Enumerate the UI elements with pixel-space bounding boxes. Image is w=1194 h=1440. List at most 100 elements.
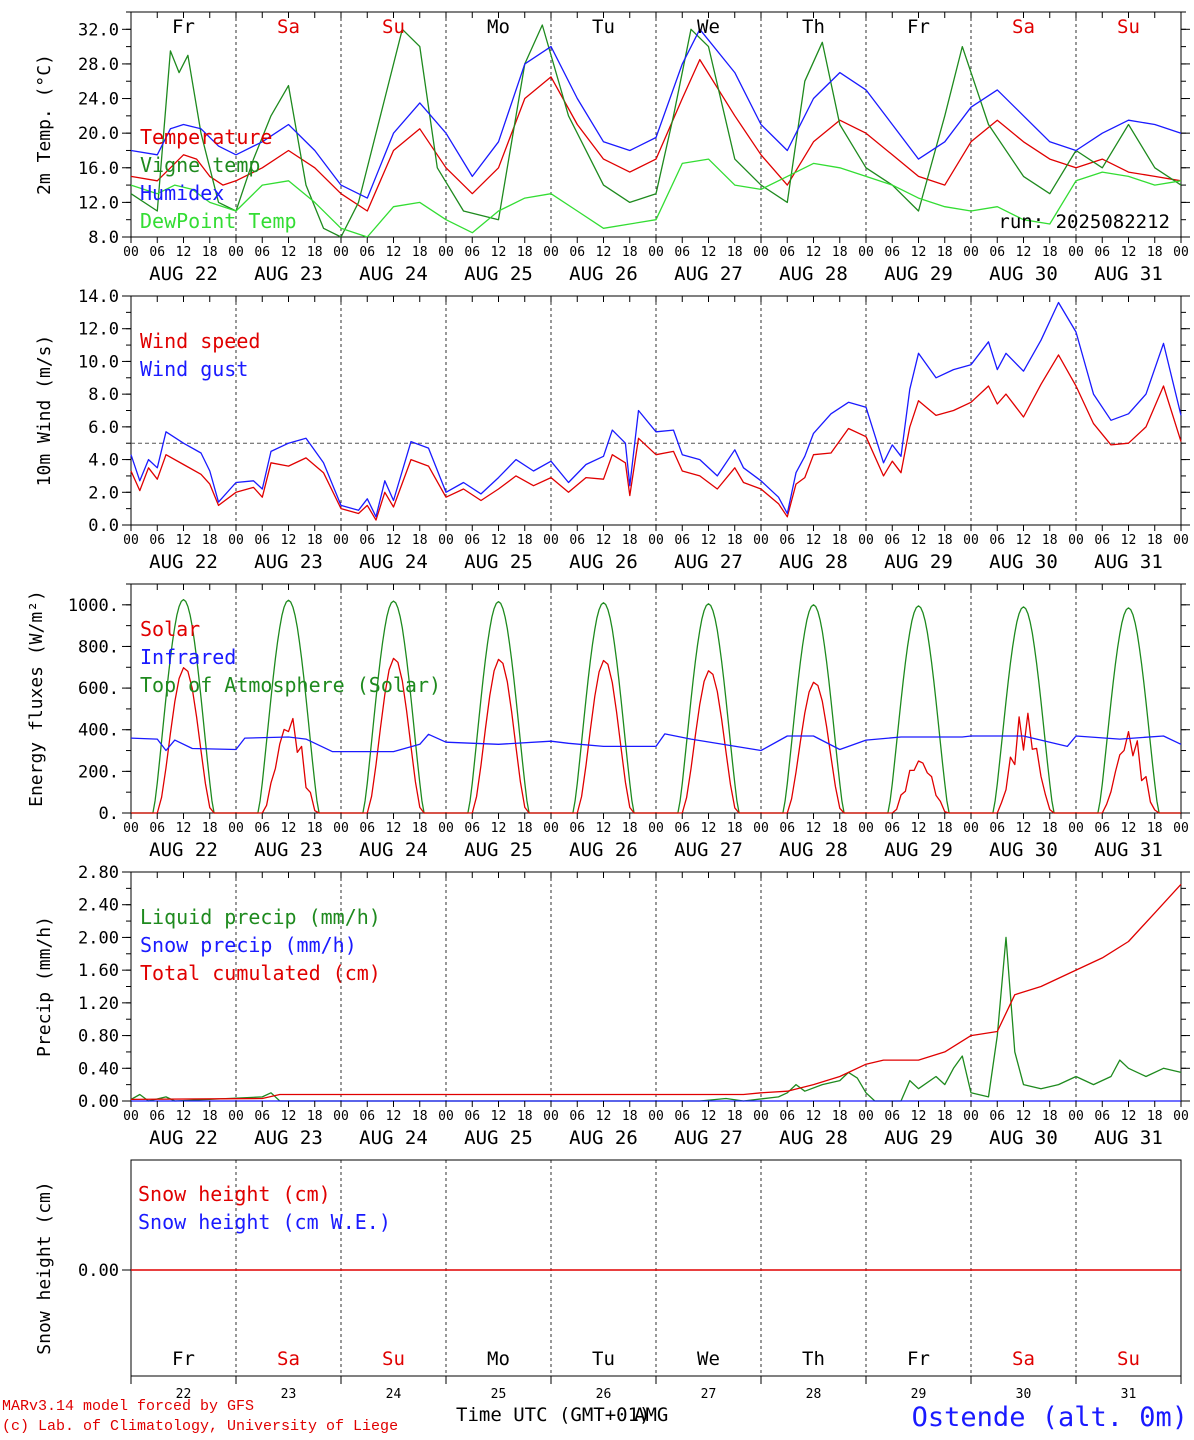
series-solar (971, 712, 1076, 814)
hour-tick-label: 18 (202, 533, 218, 548)
hour-tick-label: 00 (858, 1109, 874, 1124)
hour-tick-label: 18 (1042, 821, 1058, 836)
series-wind-speed (130, 354, 1182, 521)
hour-tick-label: 00 (1173, 821, 1189, 836)
date-label: AUG 26 (569, 839, 638, 861)
weekday-label: Fr (907, 16, 930, 38)
day-number-label: 29 (911, 1387, 927, 1402)
hour-tick-label: 00 (963, 821, 979, 836)
hour-tick-label: 12 (806, 1109, 822, 1124)
legend-entry: Solar (140, 617, 200, 641)
hour-tick-label: 00 (753, 245, 769, 260)
hour-tick-label: 18 (412, 1109, 428, 1124)
hour-tick-label: 06 (149, 245, 165, 260)
hour-tick-label: 18 (1147, 245, 1163, 260)
date-label: AUG 28 (779, 263, 848, 285)
date-label: AUG 27 (674, 839, 743, 861)
hour-tick-label: 18 (937, 245, 953, 260)
weekday-label: Tu (592, 16, 615, 38)
hour-tick-label: 18 (1042, 533, 1058, 548)
hour-tick-label: 18 (1147, 1109, 1163, 1124)
y-tick-label: 2.80 (78, 863, 119, 883)
y-tick-label: 0. (99, 804, 119, 824)
hour-tick-label: 06 (464, 1109, 480, 1124)
date-label: AUG 26 (569, 263, 638, 285)
date-label: AUG 30 (989, 263, 1058, 285)
hour-tick-label: 00 (123, 245, 139, 260)
hour-tick-label: 12 (806, 245, 822, 260)
hour-tick-label: 12 (386, 1109, 402, 1124)
hour-tick-label: 18 (517, 533, 533, 548)
date-label: AUG 23 (254, 1127, 323, 1149)
hour-tick-label: 00 (648, 1109, 664, 1124)
y-tick-label: 12.0 (78, 193, 119, 213)
date-label: AUG 27 (674, 263, 743, 285)
hour-tick-label: 06 (1094, 1109, 1110, 1124)
legend-entry: Liquid precip (mm/h) (140, 905, 381, 929)
series-infrared (130, 733, 1182, 753)
series-top-of-atmosphere-solar (656, 603, 761, 814)
series-solar (131, 667, 236, 814)
hour-tick-label: 12 (281, 821, 297, 836)
date-label: AUG 24 (359, 551, 428, 573)
hour-tick-label: 06 (1094, 245, 1110, 260)
y-tick-label: 32.0 (78, 20, 119, 40)
hour-tick-label: 00 (1068, 533, 1084, 548)
weekday-label: Fr (907, 1348, 930, 1370)
series-top-of-atmosphere-solar (551, 602, 656, 814)
series-solar (1076, 730, 1181, 814)
y-tick-label: 0.00 (78, 1261, 119, 1281)
date-label: AUG 23 (254, 263, 323, 285)
hour-tick-label: 06 (779, 821, 795, 836)
y-tick-label: 0.40 (78, 1059, 119, 1079)
time-axis-overlay: AMG (634, 1404, 669, 1426)
weekday-label: Tu (592, 1348, 615, 1370)
hour-tick-label: 18 (202, 1109, 218, 1124)
hour-tick-label: 18 (937, 821, 953, 836)
series-solar (446, 658, 551, 814)
hour-tick-label: 06 (1094, 821, 1110, 836)
y-axis-label: Snow height (cm) (34, 1181, 55, 1354)
legend-entry: Wind gust (140, 357, 248, 381)
weekday-label: Sa (1012, 16, 1035, 38)
series-humidex (130, 28, 1182, 199)
hour-tick-label: 00 (648, 245, 664, 260)
hour-tick-label: 00 (333, 245, 349, 260)
day-number-label: 25 (491, 1387, 507, 1402)
y-tick-label: 10.0 (78, 352, 119, 372)
date-label: AUG 22 (149, 1127, 218, 1149)
hour-tick-label: 12 (596, 1109, 612, 1124)
hour-tick-label: 00 (1173, 533, 1189, 548)
date-label: AUG 25 (464, 263, 533, 285)
date-label: AUG 31 (1094, 839, 1163, 861)
hour-tick-label: 12 (1016, 821, 1032, 836)
hour-tick-label: 06 (674, 821, 690, 836)
hour-tick-label: 06 (464, 533, 480, 548)
hour-tick-label: 18 (1042, 1109, 1058, 1124)
legend-entry: Snow precip (mm/h) (140, 933, 357, 957)
weekday-label: Su (382, 1348, 405, 1370)
hour-tick-label: 18 (307, 533, 323, 548)
run-label: run: 2025082212 (998, 211, 1170, 233)
y-tick-label: 1000. (68, 596, 119, 616)
hour-tick-label: 12 (386, 533, 402, 548)
day-number-label: 28 (806, 1387, 822, 1402)
hour-tick-label: 06 (359, 533, 375, 548)
date-label: AUG 28 (779, 551, 848, 573)
y-tick-label: 6.0 (88, 418, 119, 438)
hour-tick-label: 18 (622, 245, 638, 260)
date-label: AUG 31 (1094, 263, 1163, 285)
weekday-label: Th (802, 16, 825, 38)
date-label: AUG 30 (989, 551, 1058, 573)
hour-tick-label: 06 (149, 821, 165, 836)
hour-tick-label: 12 (911, 533, 927, 548)
weekday-label: Fr (172, 16, 195, 38)
hour-tick-label: 00 (123, 533, 139, 548)
hour-tick-label: 12 (176, 1109, 192, 1124)
hour-tick-label: 00 (228, 821, 244, 836)
hour-tick-label: 18 (412, 533, 428, 548)
hour-tick-label: 06 (569, 1109, 585, 1124)
hour-tick-label: 00 (228, 533, 244, 548)
hour-tick-label: 18 (622, 821, 638, 836)
hour-tick-label: 06 (464, 821, 480, 836)
